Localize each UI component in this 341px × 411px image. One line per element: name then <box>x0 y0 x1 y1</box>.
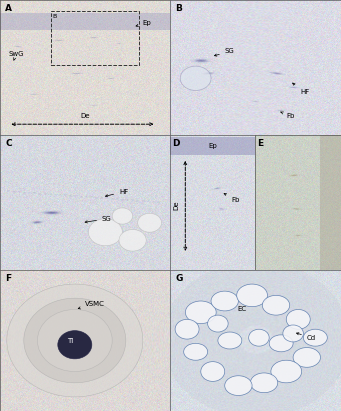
Circle shape <box>119 229 146 251</box>
Ellipse shape <box>250 373 278 393</box>
Ellipse shape <box>186 301 216 323</box>
Circle shape <box>112 208 133 224</box>
Ellipse shape <box>175 319 199 339</box>
Text: F: F <box>5 274 11 283</box>
Text: D: D <box>173 139 180 148</box>
Text: A: A <box>5 4 12 13</box>
Ellipse shape <box>225 376 252 395</box>
Text: B: B <box>175 4 182 13</box>
Text: De: De <box>80 113 90 119</box>
Text: Fb: Fb <box>281 112 295 119</box>
Ellipse shape <box>271 360 302 383</box>
Text: B: B <box>53 14 57 18</box>
Text: HF: HF <box>293 83 309 95</box>
Text: Cd: Cd <box>297 332 316 341</box>
Ellipse shape <box>218 332 242 349</box>
Text: SG: SG <box>214 48 235 56</box>
Text: SwG: SwG <box>9 51 24 60</box>
Text: De: De <box>174 201 180 210</box>
Ellipse shape <box>293 348 321 367</box>
Bar <box>51 11 139 65</box>
Ellipse shape <box>201 362 225 381</box>
Ellipse shape <box>184 343 208 360</box>
Ellipse shape <box>237 284 267 307</box>
Ellipse shape <box>208 315 228 332</box>
Text: EC: EC <box>237 307 247 312</box>
Circle shape <box>38 309 112 372</box>
Circle shape <box>138 213 162 232</box>
Circle shape <box>88 219 122 246</box>
Text: E: E <box>257 139 264 148</box>
Text: Ep: Ep <box>208 143 217 149</box>
Text: C: C <box>5 139 12 148</box>
Text: TI: TI <box>66 337 73 344</box>
Ellipse shape <box>211 291 238 311</box>
Circle shape <box>180 66 211 90</box>
Text: VSMC: VSMC <box>78 301 105 309</box>
Circle shape <box>58 330 92 359</box>
Text: Fb: Fb <box>224 194 240 203</box>
Text: Ep: Ep <box>136 20 151 27</box>
Ellipse shape <box>269 335 293 352</box>
Ellipse shape <box>303 329 327 346</box>
Text: G: G <box>175 274 182 283</box>
Ellipse shape <box>262 296 290 315</box>
Circle shape <box>24 298 126 383</box>
Text: SG: SG <box>85 216 112 223</box>
Ellipse shape <box>249 329 269 346</box>
Circle shape <box>7 284 143 397</box>
Ellipse shape <box>286 309 310 329</box>
Ellipse shape <box>283 325 303 342</box>
Text: HF: HF <box>105 189 128 197</box>
